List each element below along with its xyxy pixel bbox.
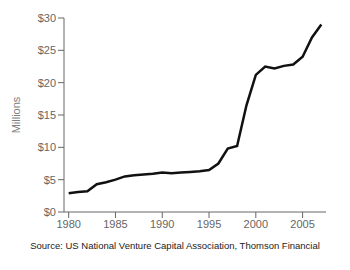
svg-text:1995: 1995 <box>197 218 221 230</box>
svg-text:$20: $20 <box>38 77 56 89</box>
svg-text:$30: $30 <box>38 12 56 24</box>
html-text:Source: US National Venture Ca: Source: US National Venture Capital Asso… <box>30 240 320 251</box>
svg-text:$0: $0 <box>44 206 56 218</box>
svg-text:$15: $15 <box>38 109 56 121</box>
svg-text:2000: 2000 <box>244 218 268 230</box>
svg-text:1980: 1980 <box>56 218 80 230</box>
svg-text:2005: 2005 <box>290 218 314 230</box>
svg-text:$5: $5 <box>44 174 56 186</box>
svg-text:$10: $10 <box>38 141 56 153</box>
svg-text:$25: $25 <box>38 44 56 56</box>
svg-text:1985: 1985 <box>103 218 127 230</box>
svg-text:Millions: Millions <box>10 96 22 133</box>
svg-text:1990: 1990 <box>150 218 174 230</box>
